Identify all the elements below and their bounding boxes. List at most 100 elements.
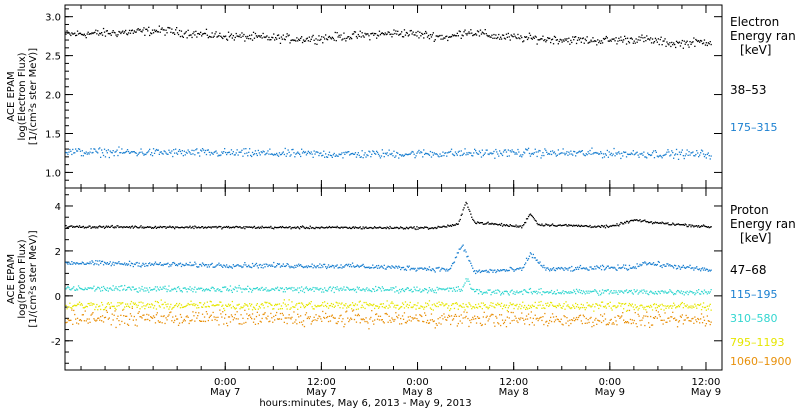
data-point — [284, 303, 286, 305]
data-point — [337, 155, 339, 157]
data-point — [322, 226, 324, 229]
data-point — [376, 289, 379, 291]
data-point — [632, 266, 634, 268]
data-point — [222, 152, 224, 154]
data-point — [614, 292, 616, 294]
data-point — [129, 288, 132, 290]
data-point — [438, 287, 440, 289]
data-point — [665, 291, 667, 294]
data-point — [703, 289, 706, 291]
data-point — [338, 266, 340, 269]
data-point — [210, 301, 212, 303]
data-point — [340, 314, 342, 316]
data-point — [425, 314, 427, 316]
data-point — [151, 304, 154, 306]
data-point — [426, 302, 429, 305]
data-point — [78, 225, 81, 227]
data-point — [230, 266, 233, 268]
data-point — [237, 318, 239, 320]
data-point — [217, 288, 219, 290]
data-point — [202, 304, 205, 306]
data-point — [554, 153, 557, 155]
data-point — [678, 320, 681, 322]
data-point — [76, 303, 79, 305]
data-point — [163, 226, 165, 228]
data-point — [573, 39, 575, 41]
data-point — [466, 311, 468, 314]
data-point — [483, 223, 485, 225]
data-point — [124, 262, 126, 264]
data-point — [92, 287, 94, 289]
data-point — [584, 155, 586, 157]
data-point — [217, 226, 219, 228]
data-point — [377, 227, 380, 229]
data-point — [111, 313, 113, 315]
data-point — [595, 303, 597, 305]
data-point — [616, 153, 618, 155]
data-point — [354, 303, 357, 305]
data-point — [532, 216, 534, 219]
data-point — [193, 227, 195, 230]
data-point — [486, 222, 488, 224]
data-point — [426, 292, 429, 294]
data-point — [347, 265, 349, 267]
y-tick-label: -2 — [51, 337, 61, 348]
data-point — [243, 264, 245, 266]
data-point — [174, 319, 176, 322]
data-point — [495, 223, 497, 225]
data-point — [416, 304, 418, 307]
data-point — [535, 318, 537, 320]
data-point — [401, 227, 404, 229]
data-point — [132, 319, 134, 321]
data-point — [550, 301, 552, 304]
data-point — [518, 292, 520, 294]
data-point — [623, 264, 625, 266]
data-point — [139, 316, 141, 318]
data-point — [552, 43, 555, 45]
data-point — [278, 318, 281, 320]
data-point — [418, 268, 420, 270]
data-point — [459, 248, 461, 250]
data-point — [191, 303, 193, 305]
data-point — [150, 264, 152, 266]
data-point — [349, 38, 351, 40]
series-310–580 — [65, 278, 712, 296]
data-point — [453, 289, 456, 291]
data-point — [640, 264, 642, 267]
data-point — [572, 319, 574, 322]
data-point — [609, 267, 611, 269]
data-point — [560, 152, 562, 154]
data-point — [169, 290, 171, 292]
data-point — [634, 42, 636, 44]
data-point — [259, 226, 261, 228]
data-point — [681, 301, 683, 304]
data-point — [490, 314, 492, 316]
data-point — [286, 308, 288, 310]
data-point — [643, 315, 645, 317]
data-point — [550, 41, 552, 44]
data-point — [261, 225, 263, 227]
data-point — [84, 287, 86, 289]
data-point — [245, 264, 247, 266]
data-point — [251, 289, 254, 291]
data-point — [645, 309, 647, 311]
data-point — [253, 288, 256, 290]
data-point — [600, 40, 603, 42]
data-point — [663, 264, 665, 266]
data-point — [597, 292, 599, 295]
data-point — [428, 300, 431, 302]
data-point — [210, 36, 212, 38]
data-point — [280, 227, 283, 229]
data-point — [116, 305, 118, 307]
data-point — [651, 324, 654, 326]
data-point — [402, 303, 405, 306]
data-point — [580, 41, 582, 43]
data-point — [411, 291, 413, 293]
series-115–195 — [65, 244, 712, 275]
data-point — [256, 36, 258, 38]
data-point — [689, 224, 691, 226]
data-point — [336, 225, 338, 228]
data-point — [702, 316, 705, 318]
data-point — [650, 221, 652, 223]
data-point — [572, 270, 574, 272]
